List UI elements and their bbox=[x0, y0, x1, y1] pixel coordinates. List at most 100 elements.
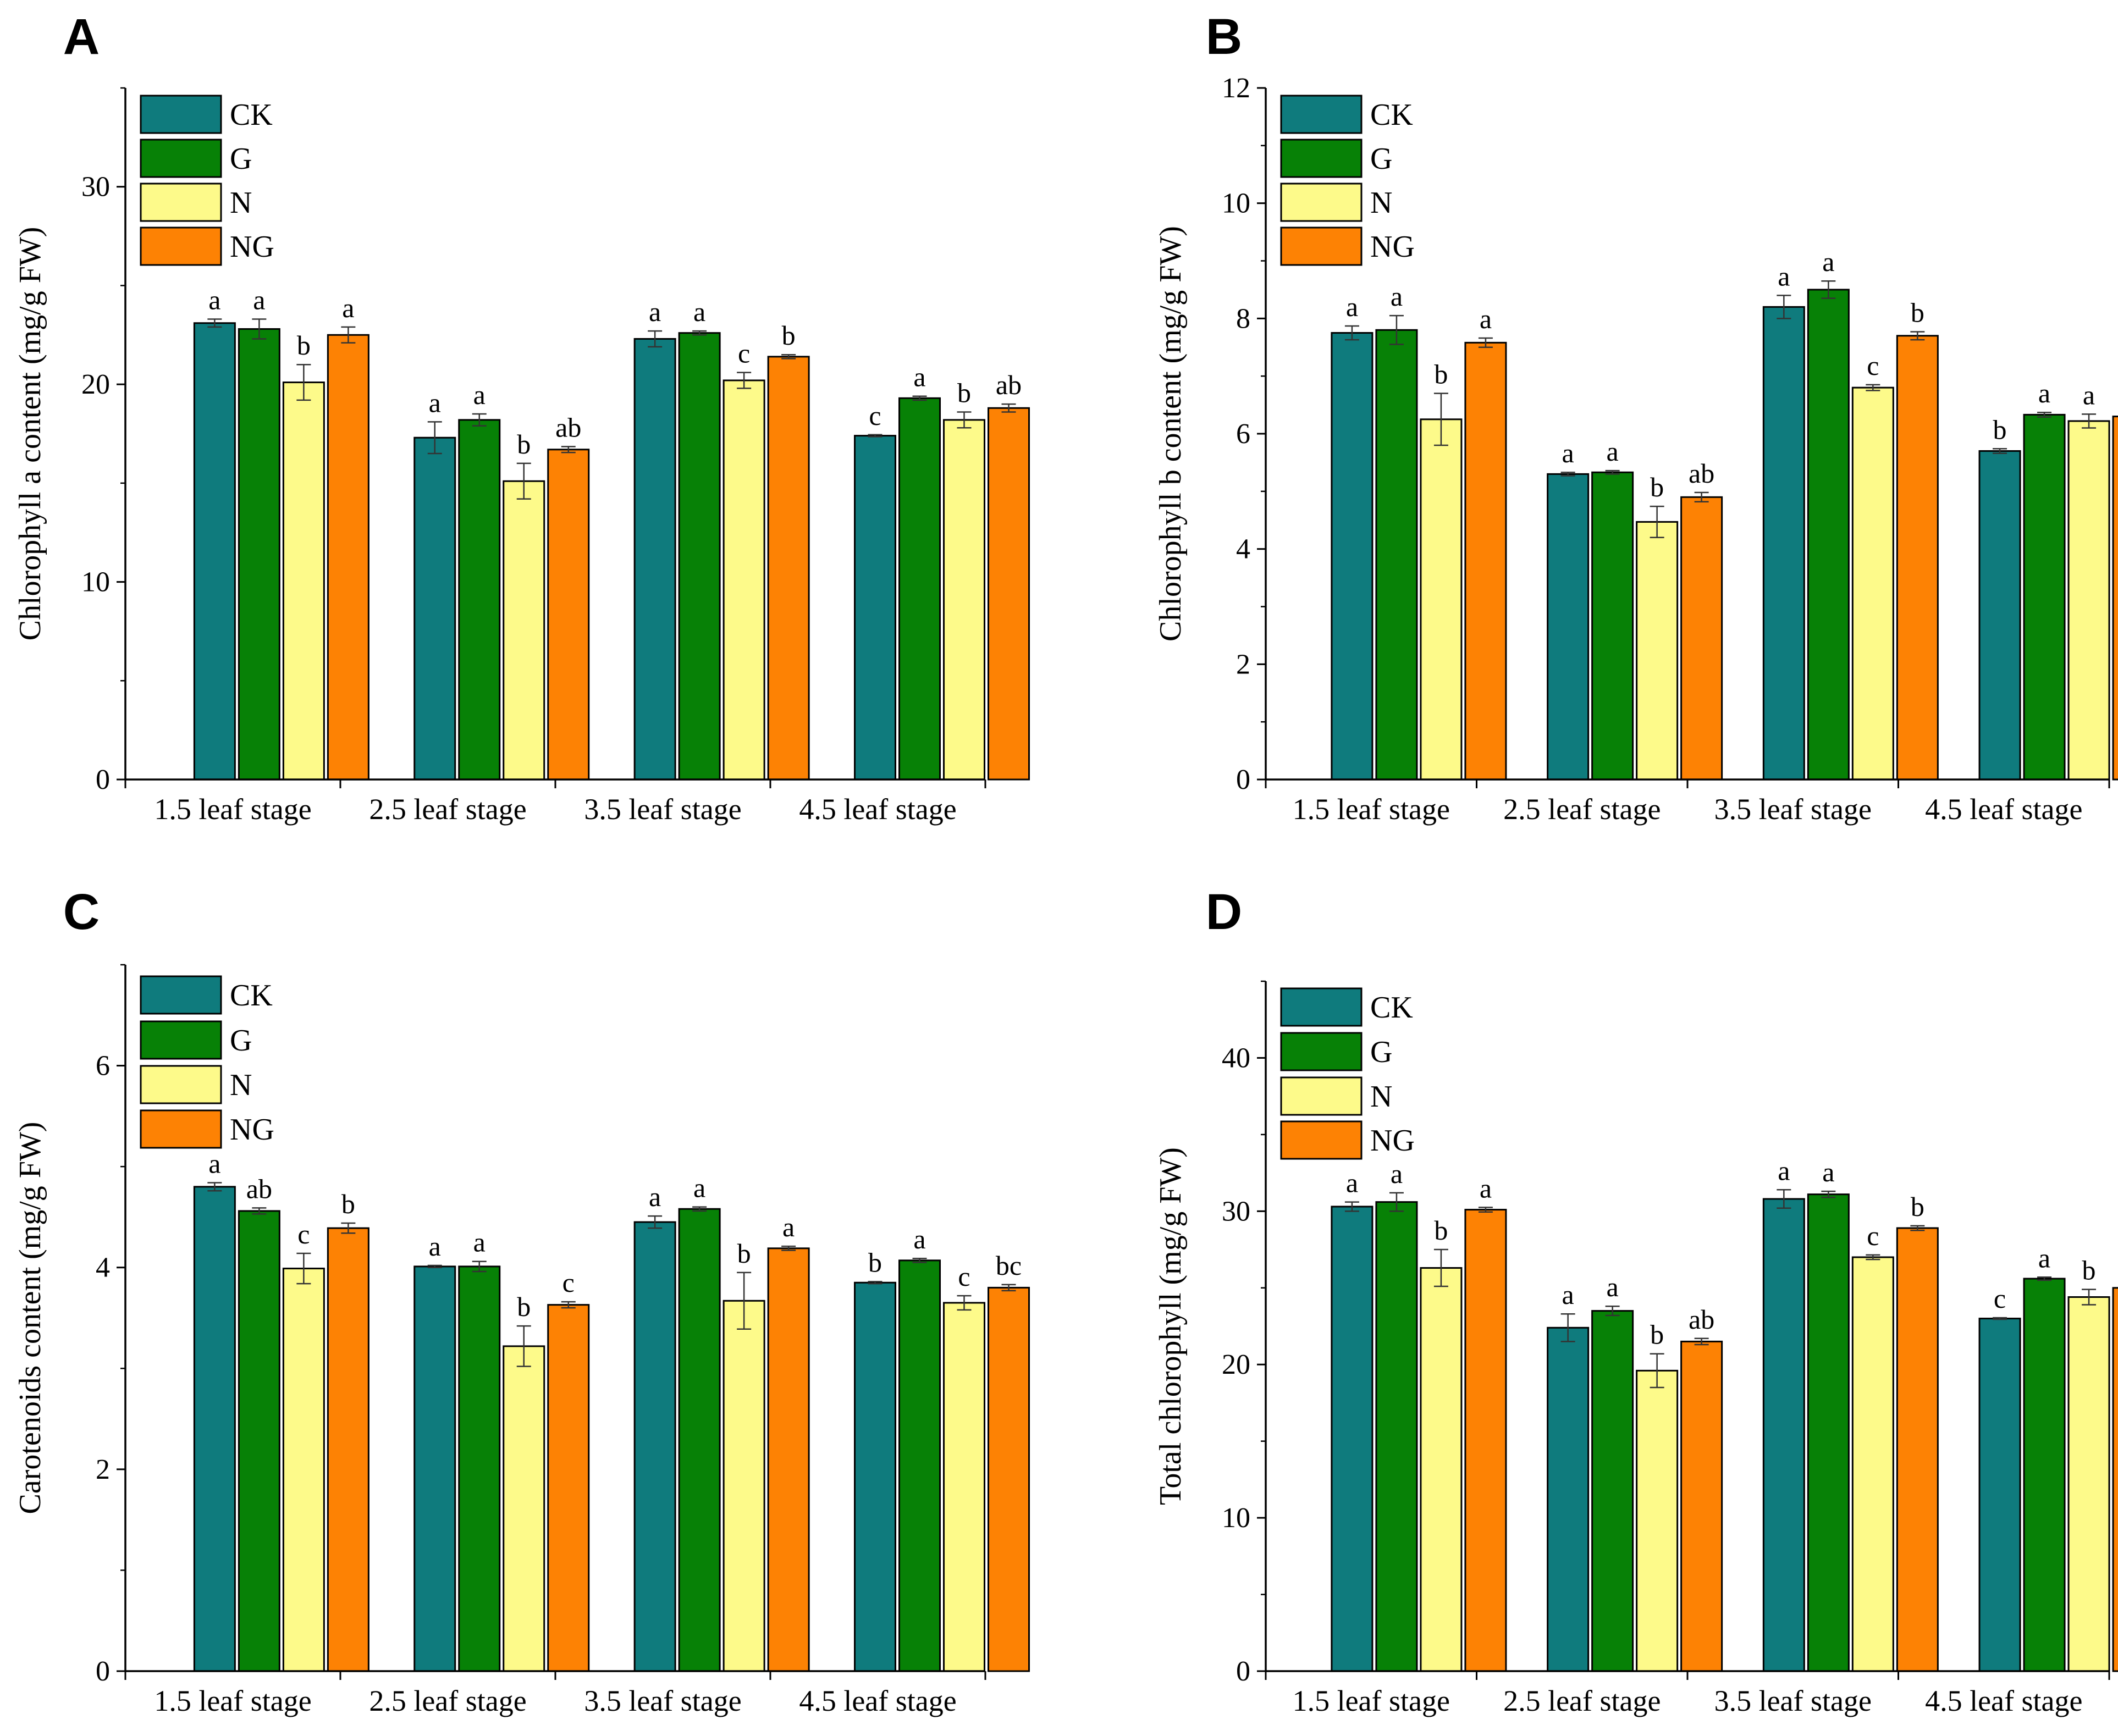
error-bar bbox=[252, 318, 267, 340]
error-bar bbox=[1821, 1190, 1836, 1198]
error-bar bbox=[737, 372, 752, 389]
error-bar bbox=[648, 330, 663, 348]
significance-letter: b bbox=[868, 1247, 882, 1278]
legend-swatch-ck bbox=[140, 975, 222, 1015]
error-bar bbox=[1993, 448, 2007, 454]
y-tick-label: 2 bbox=[1236, 649, 1250, 680]
x-tick-label: 2.5 leaf stage bbox=[1503, 1684, 1661, 1717]
error-bar bbox=[2082, 413, 2097, 429]
bar bbox=[458, 1265, 501, 1672]
bar bbox=[1896, 1227, 1939, 1672]
significance-letter: a bbox=[253, 285, 265, 316]
significance-letter: a bbox=[1562, 438, 1574, 468]
legend-label-ng: NG bbox=[230, 230, 274, 264]
significance-letter: ab bbox=[555, 412, 581, 443]
bar bbox=[547, 1304, 590, 1672]
x-tick-label: 2.5 leaf stage bbox=[369, 793, 526, 826]
significance-letter: c bbox=[562, 1267, 575, 1298]
error-bar bbox=[781, 1245, 796, 1251]
bar bbox=[1851, 1256, 1894, 1672]
x-tick-label: 1.5 leaf stage bbox=[1293, 1684, 1450, 1717]
legend-swatch-ck bbox=[1280, 987, 1363, 1027]
significance-letter: a bbox=[208, 1148, 220, 1179]
error-bar bbox=[252, 1207, 267, 1215]
error-bar bbox=[472, 413, 487, 427]
x-tick-label: 4.5 leaf stage bbox=[1925, 793, 2082, 826]
bar bbox=[1807, 1193, 1850, 1672]
bar bbox=[413, 1265, 456, 1672]
error-bar bbox=[692, 1206, 707, 1212]
significance-letter: ab bbox=[1689, 1304, 1714, 1335]
significance-letter: a bbox=[1480, 303, 1492, 334]
significance-letter: c bbox=[297, 1219, 310, 1250]
error-bar bbox=[1777, 1189, 1791, 1209]
significance-letter: b bbox=[782, 320, 796, 351]
significance-letter: a bbox=[473, 1227, 486, 1258]
y-tick-label: 0 bbox=[1236, 1656, 1250, 1687]
error-bar bbox=[1433, 1248, 1448, 1287]
error-bar bbox=[868, 1281, 882, 1285]
significance-letter: b bbox=[517, 1291, 531, 1322]
y-tick-label: 30 bbox=[81, 172, 110, 203]
error-bar bbox=[912, 1257, 927, 1263]
error-bar bbox=[781, 353, 796, 360]
bar bbox=[2112, 416, 2118, 781]
bar bbox=[1807, 289, 1850, 781]
legend-swatch-n bbox=[1280, 183, 1363, 222]
error-bar bbox=[1389, 1192, 1404, 1212]
significance-letter: b bbox=[517, 429, 531, 460]
x-tick-label: 1.5 leaf stage bbox=[154, 793, 311, 826]
x-tick-label: 3.5 leaf stage bbox=[1714, 1684, 1872, 1717]
error-bar bbox=[912, 395, 927, 401]
significance-letter: a bbox=[913, 1224, 925, 1254]
legend-label-g: G bbox=[230, 1024, 252, 1058]
bar bbox=[238, 328, 280, 781]
bar bbox=[633, 338, 676, 781]
y-axis-title: Carotenoids content (mg/g FW) bbox=[13, 1122, 47, 1514]
significance-letter: c bbox=[1867, 350, 1879, 381]
significance-letter: a bbox=[208, 285, 220, 316]
significance-letter: a bbox=[2038, 1242, 2050, 1273]
significance-letter: c bbox=[1867, 1220, 1879, 1251]
chart-panel-d: Daaacaaaabbcbaabbab0102030401.5 leaf sta… bbox=[1154, 884, 2118, 1717]
y-tick-label: 30 bbox=[1222, 1196, 1250, 1227]
x-tick-label: 3.5 leaf stage bbox=[1714, 793, 1872, 826]
significance-letter: ab bbox=[1689, 458, 1714, 489]
bar bbox=[2112, 1287, 2118, 1672]
legend-label-ck: CK bbox=[230, 978, 273, 1013]
error-bar bbox=[648, 1215, 663, 1229]
error-bar bbox=[737, 1271, 752, 1330]
legend-label-n: N bbox=[1370, 1080, 1392, 1114]
bar bbox=[1978, 450, 2021, 781]
error-bar bbox=[1605, 1305, 1620, 1317]
x-tick-label: 1.5 leaf stage bbox=[154, 1684, 311, 1717]
legend-swatch-ng bbox=[140, 1109, 222, 1149]
y-tick-label: 4 bbox=[1236, 534, 1250, 565]
error-bar bbox=[207, 1182, 222, 1192]
chart-panel-b: Baaabaaaabbcaaabba0246810121.5 leaf stag… bbox=[1154, 9, 2118, 826]
bar bbox=[1591, 471, 1634, 781]
significance-letter: a bbox=[1346, 1168, 1358, 1198]
error-bar bbox=[1993, 1317, 2007, 1320]
error-bar bbox=[1478, 337, 1493, 348]
error-bar bbox=[472, 1260, 487, 1273]
error-bar bbox=[2037, 1276, 2052, 1281]
significance-letter: a bbox=[1480, 1173, 1492, 1203]
legend-label-ng: NG bbox=[1370, 230, 1415, 264]
significance-letter: a bbox=[1391, 1158, 1403, 1189]
error-bar bbox=[1694, 491, 1709, 502]
y-tick-label: 20 bbox=[81, 369, 110, 400]
bar bbox=[1375, 329, 1418, 781]
bar bbox=[238, 1210, 280, 1672]
bar bbox=[547, 449, 590, 781]
legend-swatch-ng bbox=[140, 226, 222, 266]
legend-label-ng: NG bbox=[1370, 1124, 1415, 1158]
bar bbox=[633, 1221, 676, 1672]
panel-letter: D bbox=[1206, 884, 1242, 940]
significance-letter: a bbox=[1778, 1155, 1790, 1186]
bar bbox=[1762, 306, 1805, 781]
x-tick-label: 4.5 leaf stage bbox=[799, 1684, 956, 1717]
significance-letter: b bbox=[1911, 297, 1924, 328]
